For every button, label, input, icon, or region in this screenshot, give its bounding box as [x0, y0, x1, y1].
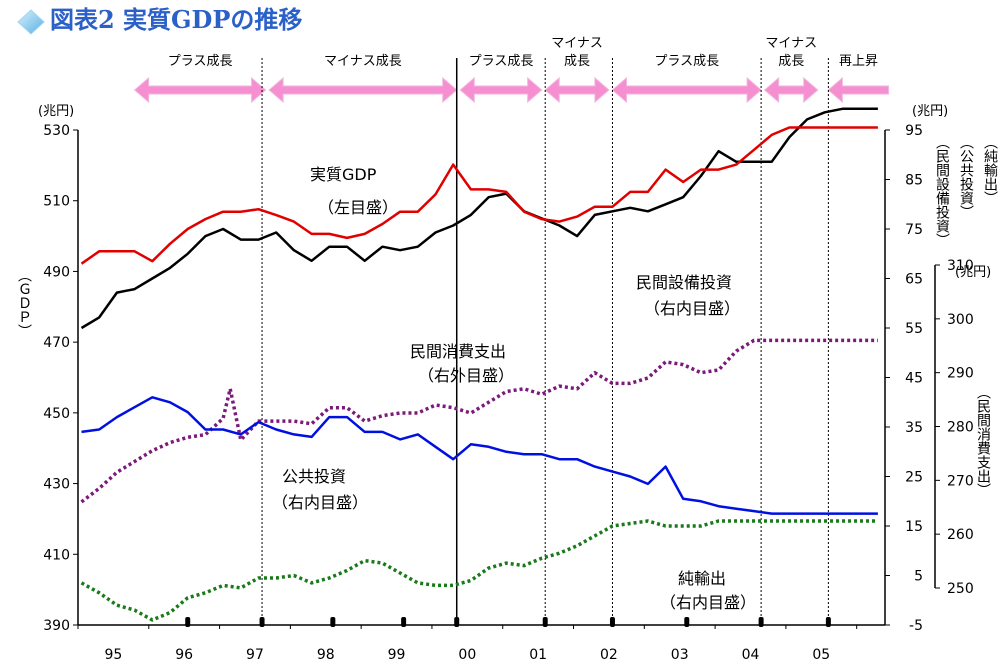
- left-tick-label: 410: [43, 547, 70, 563]
- phase-label: プラス成長: [654, 54, 719, 69]
- inner-right-tick-label: 55: [905, 321, 923, 337]
- boundary-marker: [454, 617, 460, 627]
- net-exports-annotation-name: 純輸出: [678, 569, 726, 588]
- inner-right-tick-label: 5: [914, 569, 923, 585]
- series-line-net_exports: [80, 519, 878, 622]
- phase-arrow: [459, 76, 543, 104]
- boundary-marker: [401, 617, 407, 627]
- public-annotation-axis: （右内目盛）: [272, 493, 368, 512]
- left-tick-label: 430: [43, 477, 70, 493]
- x-tick-label: 05: [812, 647, 830, 660]
- inner-right-tick-label: 35: [905, 420, 923, 436]
- phase-arrow: [133, 76, 267, 104]
- gdp-annotation-name: 実質GDP: [310, 165, 377, 184]
- phase-arrow: [827, 76, 890, 104]
- x-tick-label: 03: [671, 647, 689, 660]
- phase-arrow: [611, 76, 762, 104]
- boundary-marker: [609, 617, 615, 627]
- inner-right-tick-label: 15: [905, 519, 923, 535]
- right-axis-title-net-exports: （純輸出）: [982, 135, 998, 205]
- gdp-annotation-axis: （左目盛）: [318, 198, 398, 217]
- capex-annotation-name: 民間設備投資: [636, 273, 732, 292]
- right-axis-title-public: （公共投資）: [958, 135, 974, 219]
- inner-right-tick-label: 75: [905, 222, 923, 238]
- inner-right-tick-label: 85: [905, 173, 923, 189]
- left-tick-label: 450: [43, 406, 70, 422]
- phase-label: 成長: [778, 54, 804, 69]
- left-axis-unit: (兆円): [38, 104, 74, 119]
- boundary-marker: [684, 617, 690, 627]
- left-tick-label: 390: [43, 618, 70, 634]
- phase-label: マイナス: [551, 36, 603, 51]
- right-axis-title-capex: （民間設備投資）: [934, 135, 950, 247]
- left-tick-label: 470: [43, 335, 70, 351]
- x-tick-label: 98: [317, 647, 335, 660]
- x-tick-label: 95: [104, 647, 122, 660]
- phase-label: プラス成長: [469, 54, 534, 69]
- axes: 390 410 430 450 470 490 510 530 -5 5 15 25 35 45 55 65 7…: [43, 123, 973, 660]
- phase-label: マイナス成長: [324, 54, 402, 69]
- phase-boundaries: [261, 58, 829, 625]
- x-tick-label: 04: [742, 647, 760, 660]
- boundary-marker: [542, 617, 548, 627]
- right-axis-title-consumption: （民間消費支出）: [975, 385, 991, 497]
- phase-arrow: [763, 76, 819, 104]
- phase-label: 再上昇: [839, 54, 878, 69]
- inner-axis-unit: (兆円): [912, 104, 948, 119]
- capex-annotation-axis: （右内目盛）: [644, 299, 740, 318]
- left-axis-title: （ＧＤＰ）: [16, 268, 32, 338]
- phase-label: マイナス: [765, 36, 817, 51]
- left-tick-label: 490: [43, 264, 70, 280]
- boundary-marker: [259, 617, 265, 627]
- phase-label: 成長: [564, 54, 590, 69]
- inner-right-tick-label: 25: [905, 470, 923, 486]
- boundary-marker: [185, 617, 191, 627]
- outer-right-tick-label: 270: [947, 473, 974, 489]
- x-tick-label: 99: [388, 647, 406, 660]
- left-tick-label: 530: [43, 123, 70, 139]
- x-tick-label: 02: [600, 647, 618, 660]
- public-annotation-name: 公共投資: [282, 467, 346, 486]
- inner-right-tick-label: 95: [905, 123, 923, 139]
- consumption-annotation-name: 民間消費支出: [410, 342, 506, 361]
- series-line-gdp: [80, 107, 878, 330]
- figure-title: 図表2 実質GDPの推移: [50, 5, 302, 34]
- x-tick-label: 97: [246, 647, 264, 660]
- series-line-public: [81, 396, 878, 515]
- series-line-capex: [80, 126, 878, 265]
- phase-arrow: [544, 76, 610, 104]
- left-tick-label: 510: [43, 194, 70, 210]
- x-tick-label: 01: [529, 647, 547, 660]
- series-lines: [80, 107, 878, 622]
- phase-label: プラス成長: [168, 54, 233, 69]
- title-diamond-icon: [17, 9, 45, 35]
- phase-arrow: [268, 76, 458, 104]
- boundary-marker: [758, 617, 764, 627]
- x-tick-label: 96: [175, 647, 193, 660]
- net-exports-annotation-axis: （右内目盛）: [660, 593, 756, 612]
- boundary-marker: [330, 617, 336, 627]
- outer-right-tick-label: 250: [947, 581, 974, 597]
- boundary-marker: [825, 617, 831, 627]
- outer-right-tick-label: 280: [947, 420, 974, 436]
- outer-right-tick-label: 260: [947, 527, 974, 543]
- outer-right-tick-label: 300: [947, 312, 974, 328]
- outer-axis-unit: (兆円): [955, 265, 991, 280]
- outer-right-tick-label: 310: [947, 258, 974, 274]
- consumption-annotation-axis: （右外目盛）: [418, 366, 514, 385]
- inner-right-tick-label: 65: [905, 272, 923, 288]
- inner-right-tick-label: -5: [909, 618, 923, 634]
- outer-right-tick-label: 290: [947, 366, 974, 382]
- inner-right-tick-label: 45: [905, 371, 923, 387]
- series-line-consumption: [80, 338, 878, 504]
- x-tick-label: 00: [458, 647, 476, 660]
